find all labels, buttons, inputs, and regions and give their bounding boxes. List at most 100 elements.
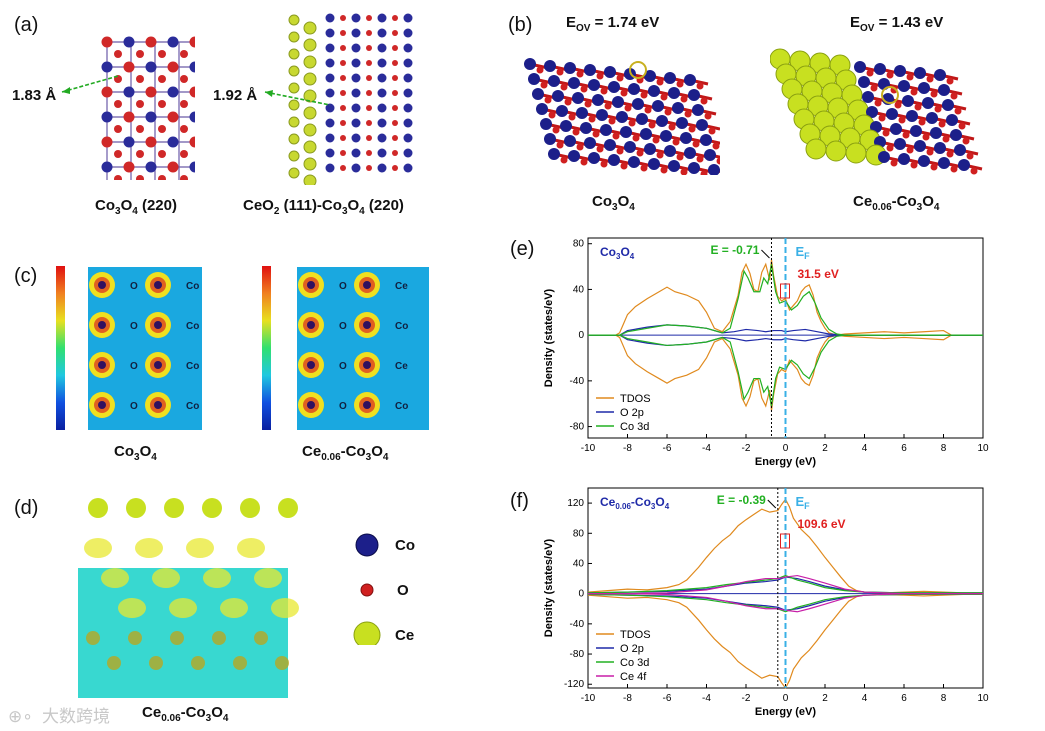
atom [325,133,335,143]
atom [580,158,588,166]
atom [536,66,544,74]
x-tick-label: 4 [862,443,868,454]
x-tick-label: -4 [702,693,711,704]
atom [303,55,317,69]
atom [894,101,902,109]
atom [377,43,387,53]
map-site-label: O [339,281,347,292]
atom [366,45,372,51]
atom [624,141,636,153]
atom [684,74,696,86]
legend-label: TDOS [620,393,651,405]
x-tick-label: 6 [901,443,907,454]
legend-co: Co [395,537,415,554]
atom [552,126,560,134]
atom [366,15,372,21]
caption-b-right: Ce0.06-Co3O4 [853,193,940,213]
atom [233,656,247,670]
atom [351,118,361,128]
atom [700,97,708,105]
atom [189,86,195,98]
atom [620,162,628,170]
x-tick-label: -2 [742,693,751,704]
atom [403,118,413,128]
panel-label-f: (f) [510,490,529,512]
atom [101,161,113,173]
y-tick-label: 80 [573,239,585,250]
atom [136,75,144,83]
map-site-label: Co [186,321,199,332]
atom [930,127,942,139]
atom [114,175,122,180]
atom [910,88,918,96]
atom [325,88,335,98]
distance-arrows [61,75,331,106]
atom [340,105,346,111]
atom [180,175,188,180]
atom [620,89,628,97]
atom [600,160,608,168]
atom [616,147,624,155]
atom [366,90,372,96]
atom [604,66,616,78]
atom [392,90,398,96]
atom [180,50,188,58]
atom [288,65,300,77]
atom [656,78,664,86]
atom [608,81,620,93]
y-tick-label: 40 [573,558,585,569]
atom [303,123,317,137]
map-site-label: Ce [395,361,408,372]
atom [660,93,668,101]
atom [392,165,398,171]
atom [403,43,413,53]
atom [672,138,680,146]
atom [101,36,113,48]
map-site-label: Co [186,361,199,372]
peak-box [780,283,790,299]
atom [652,100,664,112]
x-tick-label: -6 [663,693,672,704]
atom [351,13,361,23]
atom [934,142,946,154]
atom [612,132,620,140]
series-co-3d-up [588,264,983,336]
y-axis-label: Density (states/eV) [543,538,555,637]
atom [403,28,413,38]
atom [890,123,902,135]
atom [325,28,335,38]
atom [632,134,640,142]
atom [366,105,372,111]
atom [275,656,289,670]
atom [910,125,922,137]
atom [351,28,361,38]
atom [644,70,656,82]
atom [604,139,616,151]
atom [950,129,962,141]
e-annotation: E = -0.39 [717,493,766,507]
map-site-label: Co [186,281,199,292]
atom [303,140,317,154]
atom [170,631,184,645]
atom [664,72,676,84]
atom [377,103,387,113]
atom [189,36,195,48]
x-tick-label: -10 [581,693,596,704]
atom [164,498,184,518]
atom [340,150,346,156]
atom [632,98,644,110]
atom [576,143,584,151]
atom [351,88,361,98]
x-tick-label: -8 [623,443,632,454]
atom [946,77,954,85]
atom [692,140,700,148]
atom [946,114,958,126]
atom [648,158,660,170]
atom [636,149,644,157]
atom [584,64,596,76]
atom [392,30,398,36]
atom [906,110,918,122]
atom [878,114,886,122]
series-co-3d-down [588,334,983,407]
watermark: ⊕∘ 大数跨境 [8,707,110,726]
